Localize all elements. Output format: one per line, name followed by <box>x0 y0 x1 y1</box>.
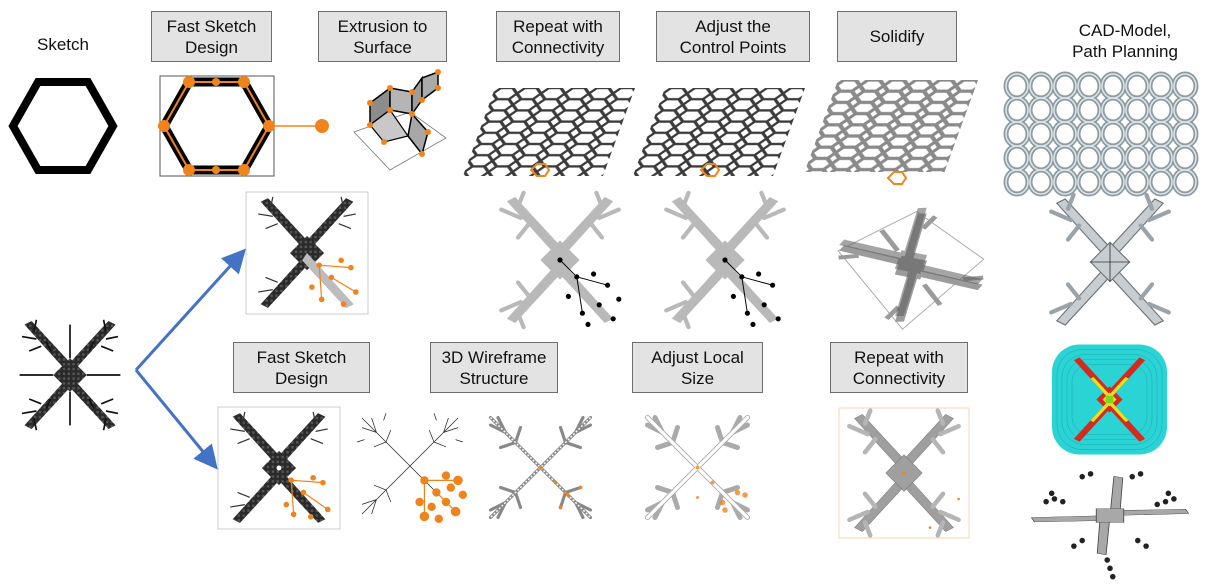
honeycomb-lattice-repeat <box>462 88 635 177</box>
step-box-line2: Design <box>275 368 328 388</box>
sketch-label: Sketch <box>37 35 89 54</box>
step-box-line1: Fast Sketch <box>256 347 347 367</box>
wireframe-local-size <box>645 415 750 520</box>
step-box-solidify: Solidify <box>837 11 957 62</box>
step-box-repeat-bottom: Repeat with Connectivity <box>830 342 968 393</box>
step-box-fast-sketch-top: Fast Sketch Design <box>151 11 272 62</box>
step-box-line1: Repeat with <box>854 347 944 367</box>
cad-toolpath-planning <box>1052 344 1167 455</box>
cad-model-label: CAD-Model, Path Planning <box>1035 20 1215 62</box>
step-box-line1: Extrusion to <box>337 16 428 36</box>
cad-model-label-line1: CAD-Model, <box>1078 21 1172 40</box>
wireframe-skeleton <box>357 413 467 523</box>
step-box-line2: Control Points <box>679 37 787 57</box>
step-box-adjust-local: Adjust Local Size <box>632 342 763 393</box>
step-box-line1: Adjust the <box>695 16 771 36</box>
branch-arrows <box>134 248 247 470</box>
step-box-fast-sketch-bottom: Fast Sketch Design <box>233 342 370 393</box>
step-box-adjust-control: Adjust the Control Points <box>656 11 810 62</box>
wireframe-structure-3d <box>488 415 593 520</box>
cad-3d-toolpath-model <box>1027 471 1193 580</box>
step-box-wireframe: 3D Wireframe Structure <box>430 342 558 393</box>
snowflake-sketch-points-bottom <box>217 406 341 530</box>
step-box-line2: Design <box>185 37 238 57</box>
step-box-line1: 3D Wireframe <box>441 347 547 367</box>
step-box-line2: Size <box>680 368 715 388</box>
step-box-line2: Connectivity <box>511 37 605 57</box>
step-box-line1: Repeat with <box>513 16 603 36</box>
cad-model-label-line2: Path Planning <box>1072 42 1178 61</box>
snowflake-sketch <box>19 319 121 431</box>
snowflake-repeat-solid <box>838 407 970 539</box>
snowflake-solid-tilted <box>837 205 985 330</box>
snowflake-extruded <box>499 190 622 330</box>
cad-snowflake-model <box>1049 192 1171 326</box>
step-box-line1: Fast Sketch <box>166 16 257 36</box>
step-box-line2: Structure <box>459 368 529 388</box>
step-box-line2: Connectivity <box>852 368 946 388</box>
cad-honeycomb-model <box>1003 71 1199 192</box>
sketch-hexagon <box>8 78 118 174</box>
honeycomb-lattice-adjusted <box>632 88 805 177</box>
step-box-extrusion: Extrusion to Surface <box>318 11 447 62</box>
snowflake-adjusted <box>664 190 786 330</box>
step-box-repeat-top: Repeat with Connectivity <box>496 11 620 62</box>
step-box-line1: Solidify <box>869 27 925 46</box>
extrusion-surface <box>353 69 447 171</box>
snowflake-sketch-points-top <box>245 191 369 315</box>
honeycomb-lattice-solid <box>804 80 978 185</box>
fast-sketch-hexagon <box>158 75 329 177</box>
step-box-line1: Adjust Local <box>651 347 744 367</box>
step-box-line2: Surface <box>353 37 412 57</box>
